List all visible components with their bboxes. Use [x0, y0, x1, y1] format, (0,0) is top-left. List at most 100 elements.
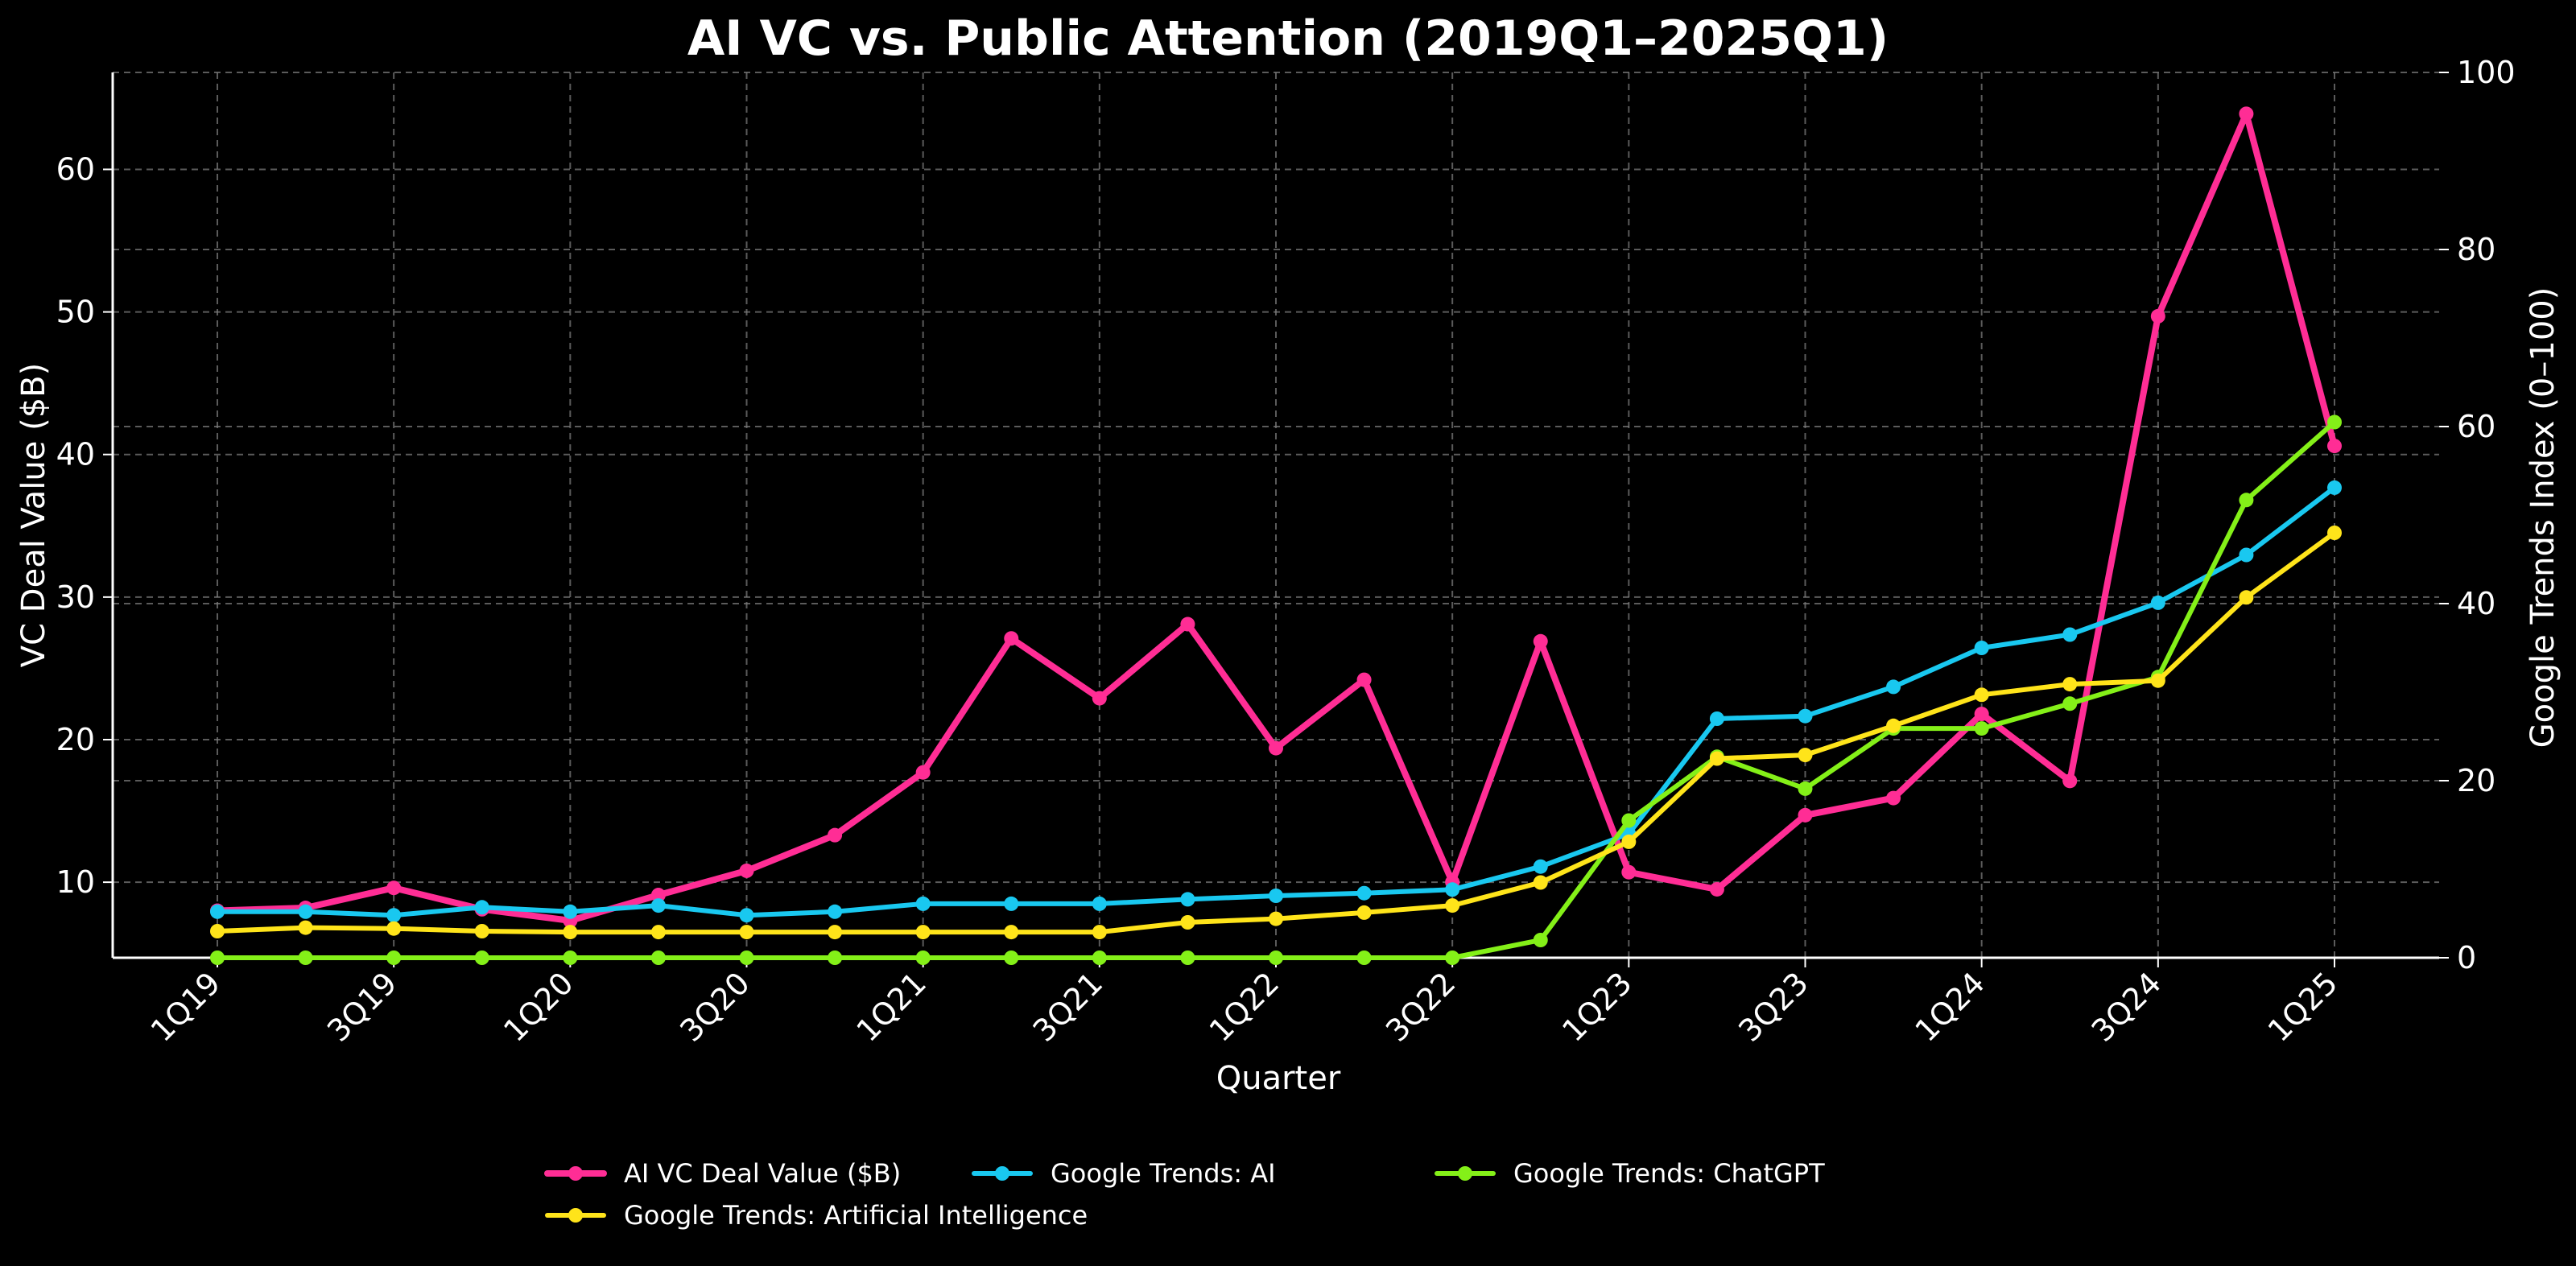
y-left-tick-label: 60 — [56, 151, 95, 187]
data-point — [1974, 721, 1989, 736]
data-point — [474, 900, 489, 915]
y-left-tick-label: 50 — [56, 295, 95, 330]
legend-swatch-marker — [1458, 1166, 1472, 1181]
data-point — [1356, 905, 1372, 920]
data-point — [386, 951, 402, 965]
data-point — [915, 951, 931, 965]
data-point — [386, 908, 402, 923]
data-point — [2327, 414, 2342, 430]
data-point — [2062, 677, 2078, 692]
data-point — [474, 924, 489, 938]
data-point — [1356, 672, 1372, 687]
data-point — [1974, 687, 1989, 703]
y-left-tick-label: 40 — [56, 437, 95, 472]
data-point — [1269, 911, 1283, 926]
data-point — [1004, 631, 1019, 646]
data-point — [739, 925, 754, 940]
data-point — [828, 951, 843, 965]
data-point — [563, 925, 578, 940]
data-point — [2062, 696, 2078, 711]
data-point — [2239, 106, 2254, 122]
data-point — [1445, 951, 1460, 965]
data-point — [2239, 547, 2254, 563]
chart-title: AI VC vs. Public Attention (2019Q1–2025Q… — [687, 10, 1889, 67]
data-point — [1798, 781, 1813, 796]
data-point — [1798, 748, 1813, 763]
data-point — [650, 898, 666, 913]
data-point — [2327, 526, 2342, 540]
data-point — [1004, 896, 1019, 911]
data-point — [1180, 951, 1195, 965]
data-point — [1621, 813, 1637, 828]
data-point — [2062, 773, 2078, 789]
y-right-tick-label: 20 — [2457, 763, 2496, 798]
y-right-tick-label: 80 — [2457, 232, 2496, 267]
y-axis-left-label: VC Deal Value ($B) — [15, 363, 52, 667]
data-point — [2150, 673, 2165, 688]
series-group — [210, 526, 2342, 940]
data-point — [1798, 807, 1813, 823]
data-point — [1974, 707, 1989, 722]
y-left-tick-label: 10 — [56, 864, 95, 900]
legend-swatch-marker — [995, 1166, 1009, 1181]
legend: AI VC Deal Value ($B) Google Trends: AI Go… — [544, 1158, 1825, 1231]
data-point — [828, 827, 843, 843]
data-point — [1621, 834, 1637, 849]
y-left-tick-label: 30 — [56, 579, 95, 615]
y-right-tick-label: 60 — [2457, 409, 2496, 444]
data-point — [2327, 480, 2342, 495]
data-point — [563, 904, 578, 919]
data-point — [474, 951, 489, 965]
data-point — [1709, 751, 1724, 766]
data-point — [1004, 925, 1019, 940]
data-point — [1004, 951, 1019, 965]
data-point — [1269, 951, 1283, 965]
legend-label: Google Trends: Artificial Intelligence — [624, 1200, 1088, 1231]
data-point — [1533, 933, 1548, 947]
data-point — [1356, 885, 1372, 901]
legend-label: Google Trends: AI — [1051, 1158, 1276, 1189]
data-point — [1709, 711, 1724, 726]
legend-item: AI VC Deal Value ($B) — [544, 1158, 901, 1189]
data-point — [1798, 708, 1813, 724]
data-point — [650, 925, 666, 940]
data-point — [739, 951, 754, 965]
y-right-tick-label: 40 — [2457, 586, 2496, 621]
data-point — [1269, 889, 1283, 903]
legend-swatch-marker — [568, 1166, 583, 1181]
data-point — [1886, 718, 1901, 733]
data-point — [1356, 951, 1372, 965]
data-point — [1092, 691, 1107, 706]
data-point — [2239, 493, 2254, 508]
data-point — [210, 924, 225, 938]
data-point — [563, 951, 578, 965]
legend-label: AI VC Deal Value ($B) — [624, 1158, 901, 1189]
data-point — [1533, 875, 1548, 890]
data-point — [298, 951, 313, 965]
data-point — [2150, 308, 2165, 324]
data-point — [1445, 882, 1460, 897]
series-layer — [210, 106, 2342, 965]
data-point — [1445, 898, 1460, 913]
data-point — [1180, 915, 1195, 930]
data-point — [1180, 892, 1195, 907]
data-point — [2239, 590, 2254, 605]
data-point — [1092, 951, 1107, 965]
data-point — [1269, 740, 1283, 756]
data-point — [1533, 859, 1548, 874]
data-point — [298, 904, 313, 919]
y-axis-right-label: Google Trends Index (0–100) — [2524, 287, 2562, 748]
data-point — [1092, 896, 1107, 911]
data-point — [2062, 627, 2078, 642]
data-point — [1533, 633, 1548, 649]
data-point — [1709, 881, 1724, 897]
data-point — [1092, 925, 1107, 940]
data-point — [1886, 790, 1901, 806]
legend-label: Google Trends: ChatGPT — [1513, 1158, 1825, 1189]
legend-swatch-marker — [568, 1208, 583, 1223]
data-point — [2327, 439, 2342, 454]
data-point — [1180, 617, 1195, 632]
data-point — [739, 908, 754, 923]
